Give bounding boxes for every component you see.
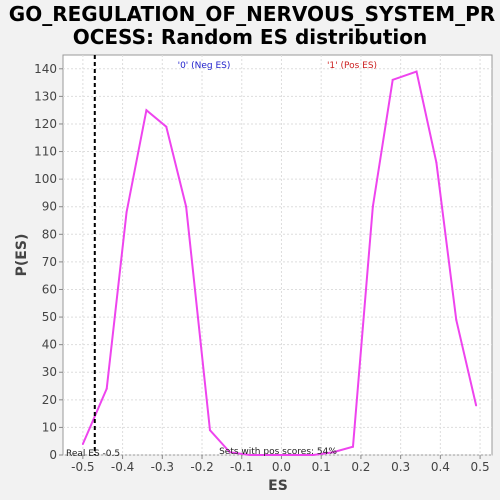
- plot-area: [62, 54, 493, 456]
- y-tick-label: 30: [42, 365, 57, 379]
- data-point: [248, 454, 251, 456]
- y-tick-label: 90: [42, 200, 57, 214]
- data-point: [435, 161, 438, 164]
- chart-title-line2: OCESS: Random ES distribution: [73, 25, 428, 49]
- x-tick-label: 0.4: [431, 460, 450, 474]
- y-tick-label: 10: [42, 420, 57, 434]
- neg-es-label: '0' (Neg ES): [178, 61, 231, 71]
- data-point: [208, 429, 211, 432]
- y-tick-label: 100: [34, 172, 57, 186]
- data-point: [391, 78, 394, 81]
- y-tick-label: 130: [34, 89, 57, 103]
- chart-title-line1: GO_REGULATION_OF_NERVOUS_SYSTEM_PR: [9, 2, 495, 26]
- y-tick-label: 40: [42, 338, 57, 352]
- data-point: [475, 404, 478, 407]
- real-es-label: Real ES -0.5: [66, 449, 120, 459]
- x-tick-label: -0.3: [151, 460, 174, 474]
- data-point: [292, 454, 295, 456]
- y-tick-label: 20: [42, 393, 57, 407]
- x-axis-label: ES: [268, 478, 288, 494]
- data-point: [351, 445, 354, 448]
- y-tick-label: 60: [42, 282, 57, 296]
- x-tick-label: -0.1: [230, 460, 253, 474]
- data-point: [268, 454, 271, 456]
- data-point: [371, 205, 374, 208]
- grid-lines: [63, 55, 492, 456]
- data-point: [185, 205, 188, 208]
- data-point: [81, 442, 84, 445]
- series-points: [81, 70, 478, 456]
- x-tick-label: 0.3: [391, 460, 410, 474]
- y-axis-label: P(ES): [14, 234, 30, 277]
- data-point: [105, 387, 108, 390]
- data-point: [125, 211, 128, 214]
- y-tick-label: 50: [42, 310, 57, 324]
- x-axis: -0.5 -0.4 -0.3 -0.2 -0.1 0.0 0.1 0.2 0.3 0.4 0.5: [71, 455, 490, 474]
- y-tick-label: 140: [34, 62, 57, 76]
- x-tick-label: -0.5: [71, 460, 94, 474]
- x-tick-label: 0.1: [312, 460, 331, 474]
- x-tick-label: 0.2: [351, 460, 370, 474]
- data-point: [415, 70, 418, 73]
- series-line: [81, 70, 478, 456]
- data-point: [332, 451, 335, 454]
- pos-es-label: '1' (Pos ES): [327, 61, 377, 71]
- y-tick-label: 120: [34, 117, 57, 131]
- x-tick-label: -0.2: [190, 460, 213, 474]
- pos-scores-label: Sets with pos scores: 54%: [219, 447, 337, 457]
- y-tick-label: 0: [49, 448, 57, 462]
- data-point: [165, 125, 168, 128]
- y-tick-label: 110: [34, 145, 57, 159]
- data-point: [228, 451, 231, 454]
- data-point: [455, 318, 458, 321]
- data-point: [145, 109, 148, 112]
- y-tick-label: 70: [42, 255, 57, 269]
- x-tick-label: -0.4: [111, 460, 134, 474]
- x-tick-label: 0.0: [272, 460, 291, 474]
- data-point: [312, 454, 315, 456]
- x-tick-label: 0.5: [471, 460, 490, 474]
- y-tick-label: 80: [42, 227, 57, 241]
- y-axis: 0 10 20 30 40 50 60 70 80 90 100 110 120 130 140: [34, 62, 63, 462]
